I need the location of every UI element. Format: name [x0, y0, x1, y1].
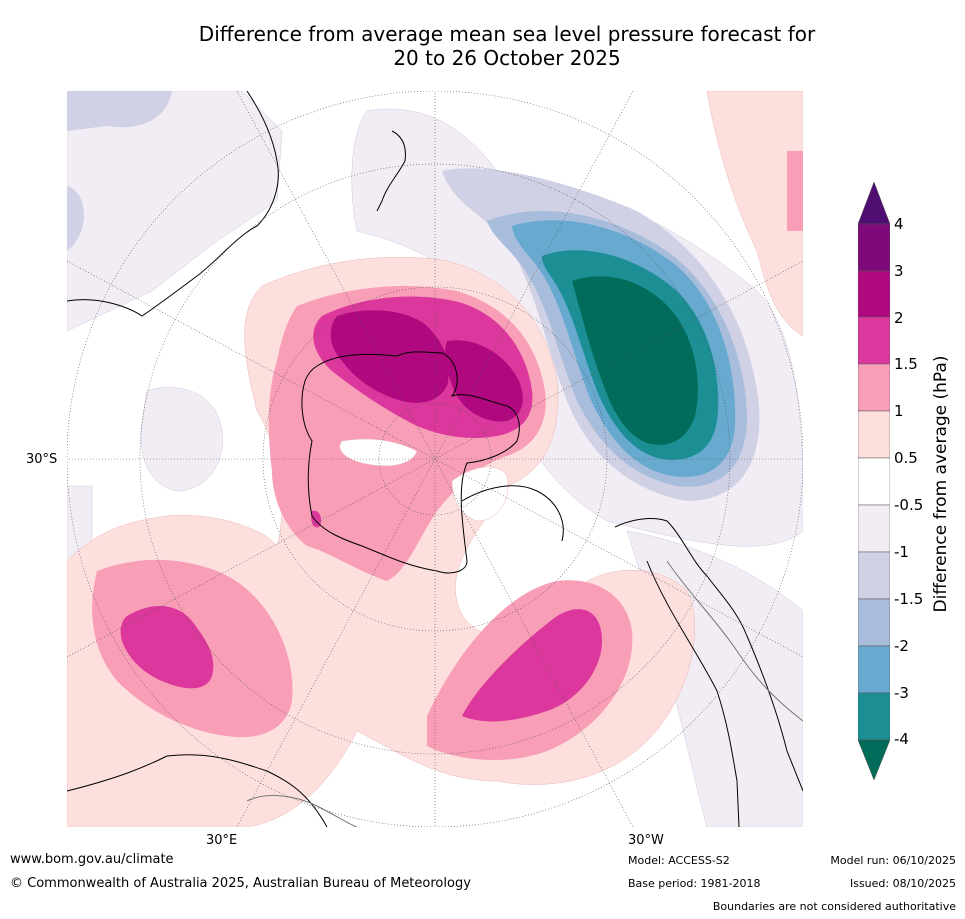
coastlines [67, 91, 803, 827]
graticule [67, 91, 803, 827]
colorbar-label: -3 [894, 684, 909, 702]
colorbar-bin-neg-2-3 [858, 645, 890, 694]
model-name: Model: ACCESS-S2 [628, 854, 730, 867]
colorbar-label: -1.5 [894, 590, 924, 608]
colorbar-label: 1 [894, 402, 904, 420]
colorbar-bin-neg-3-4 [858, 692, 890, 741]
colorbar-label: 1.5 [894, 355, 918, 373]
colorbar-bin-neg-0.5-1 [858, 504, 890, 553]
website-link[interactable]: www.bom.gov.au/climate [10, 852, 174, 867]
lon-west-tick-label: 30°W [628, 833, 664, 848]
negative-4-region [572, 276, 698, 445]
copyright-text: © Commonwealth of Australia 2025, Austra… [10, 876, 471, 891]
colorbar-bin-neutral [858, 457, 890, 506]
colorbar-label: 2 [894, 309, 904, 327]
colorbar-extend-bottom [858, 739, 890, 781]
colorbar-label: -4 [894, 730, 909, 748]
colorbar-bin-2-3 [858, 270, 890, 318]
colorbar-bin-1.5-2 [858, 316, 890, 365]
chart-title: Difference from average mean sea level p… [0, 22, 965, 70]
positive-2-regions [330, 310, 523, 422]
title-line-1: Difference from average mean sea level p… [198, 22, 816, 46]
colorbar-bin-1-1.5 [858, 363, 890, 412]
colorbar-label: -1 [894, 543, 909, 561]
colorbar-title: Difference from average (hPa) [931, 355, 951, 613]
colorbar-label: 0.5 [894, 449, 918, 467]
colorbar-bin-neg-1-1.5 [858, 551, 890, 600]
lat-tick-label: 30°S [26, 452, 58, 467]
lon-east-tick-label: 30°E [206, 833, 238, 848]
model-run-date: Model run: 06/10/2025 [830, 854, 956, 867]
title-line-2: 20 to 26 October 2025 [393, 46, 621, 70]
colorbar-label: 3 [894, 262, 904, 280]
issued-date: Issued: 08/10/2025 [849, 877, 956, 890]
colorbar-bin-neg-1.5-2 [858, 598, 890, 647]
colorbar-label: 4 [894, 215, 904, 233]
colorbar [858, 181, 890, 781]
boundary-disclaimer: Boundaries are not considered authoritat… [712, 900, 956, 913]
colorbar-bin-3-4 [858, 223, 890, 272]
colorbar-bin-0.5-1 [858, 410, 890, 459]
colorbar-label: -2 [894, 637, 909, 655]
base-period: Base period: 1981-2018 [628, 877, 761, 890]
anomaly-map [67, 91, 803, 827]
colorbar-label: -0.5 [894, 496, 924, 514]
colorbar-extend-top [858, 181, 890, 225]
